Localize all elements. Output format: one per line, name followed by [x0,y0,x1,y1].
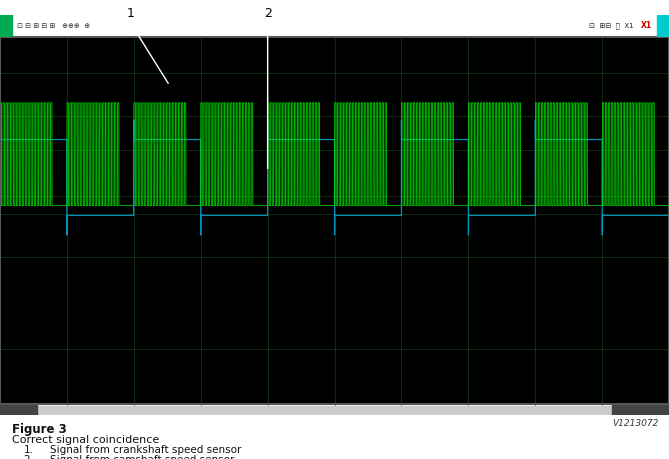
Bar [37,406,612,414]
Text: 2: 2 [264,6,272,20]
Text: V1213072: V1213072 [613,419,659,428]
Text: 1.: 1. [23,445,33,455]
Text: Figure 3: Figure 3 [12,423,67,436]
Bar [612,405,669,415]
Text: ⊡  ⊞⊟  ⌖  X1: ⊡ ⊞⊟ ⌖ X1 [589,22,634,29]
Text: Signal from camshaft speed sensor: Signal from camshaft speed sensor [50,455,235,459]
Text: 2.: 2. [23,455,33,459]
Bar [0,15,12,37]
Text: ⊡ ⊟ ⊞ ⊟ ⊞   ⊕⊕⊕  ⊕: ⊡ ⊟ ⊞ ⊟ ⊞ ⊕⊕⊕ ⊕ [17,23,90,29]
Text: Signal from crankshaft speed sensor: Signal from crankshaft speed sensor [50,445,242,455]
Text: X1: X1 [641,22,652,30]
Text: 1: 1 [126,6,134,20]
Bar [0,405,37,415]
Text: Correct signal coincidence: Correct signal coincidence [12,435,159,445]
Bar [657,15,669,37]
